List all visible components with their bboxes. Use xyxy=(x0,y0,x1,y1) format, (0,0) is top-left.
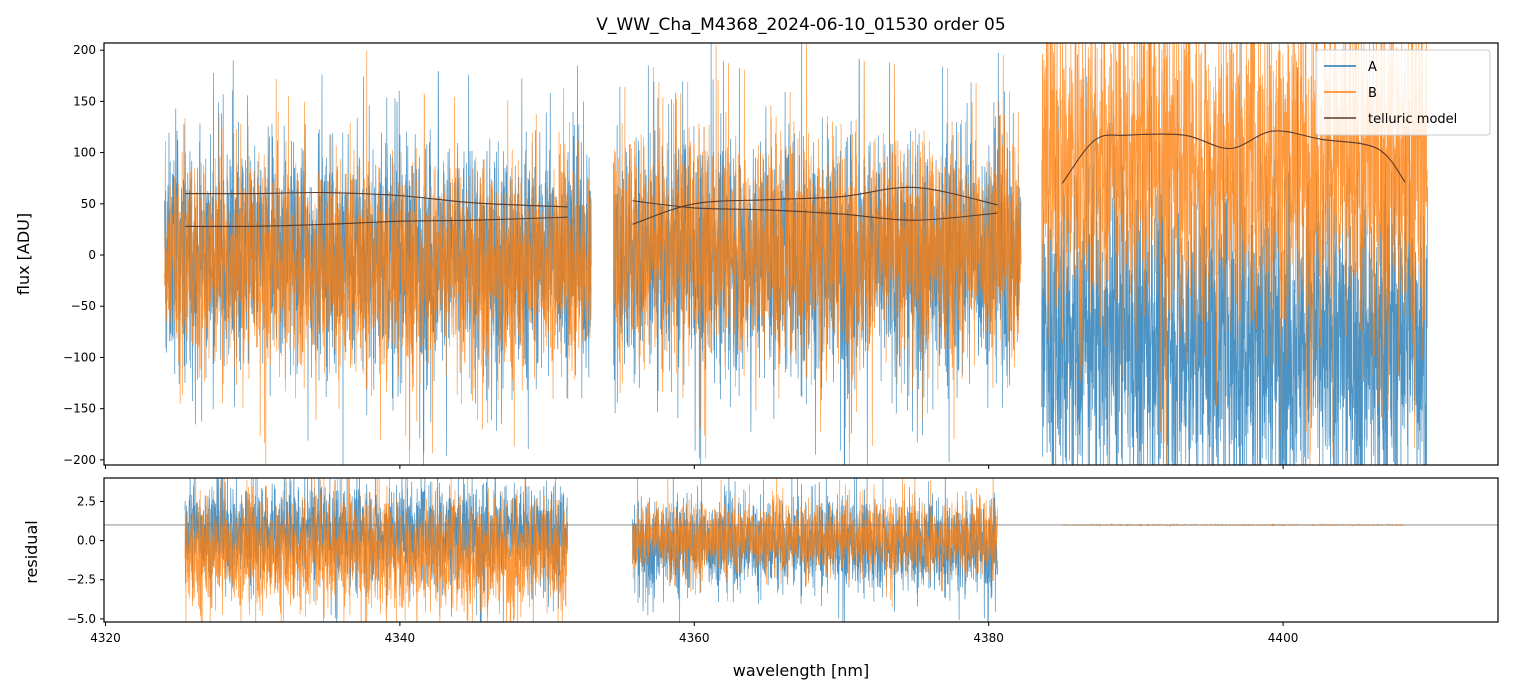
series-a-segment-3 xyxy=(1041,43,1428,465)
residual-ytick-label: −2.5 xyxy=(67,573,96,587)
flux-ytick-label: 100 xyxy=(73,146,96,160)
telluric-model-curve-4 xyxy=(632,186,998,225)
residual-b-segment-1 xyxy=(184,478,569,622)
wavelength-xtick-label: 4360 xyxy=(679,631,710,645)
flux-ytick-label: 200 xyxy=(73,43,96,57)
residual-axis-label: residual xyxy=(22,520,41,583)
flux-ytick-label: 150 xyxy=(73,94,96,108)
telluric-model-curve-2 xyxy=(184,216,568,228)
residual-ytick-label: 2.5 xyxy=(77,494,96,508)
wavelength-xtick-label: 4380 xyxy=(973,631,1004,645)
telluric-model-curve-5 xyxy=(1061,130,1406,184)
flux-ytick-label: −50 xyxy=(71,299,96,313)
legend: A B telluric model xyxy=(1315,49,1491,136)
series-b-segment-2 xyxy=(612,43,1022,465)
chart-title: V_WW_Cha_M4368_2024-06-10_01530 order 05 xyxy=(596,15,1005,35)
wavelength-axis-label: wavelength [nm] xyxy=(733,661,870,680)
flux-axis-label: flux [ADU] xyxy=(14,213,33,295)
flux-ytick-label: −150 xyxy=(63,402,96,416)
flux-ytick-label: −200 xyxy=(63,453,96,467)
telluric-model-curve-3 xyxy=(632,200,998,221)
flux-panel-frame xyxy=(103,42,1499,466)
legend-label-a: A xyxy=(1368,60,1377,75)
telluric-model-curve-1 xyxy=(184,191,568,208)
legend-box xyxy=(1315,49,1491,136)
wavelength-xtick-label: 4340 xyxy=(385,631,416,645)
flux-ytick-label: 50 xyxy=(81,197,96,211)
wavelength-xtick-label: 4320 xyxy=(90,631,121,645)
wavelength-xtick-label: 4400 xyxy=(1268,631,1299,645)
flux-ytick-label: 0 xyxy=(88,248,96,262)
series-b-segment-1 xyxy=(164,50,592,465)
residual-panel: 2.5 0.0 −2.5 −5.0 4320 4340 4360 4380 4400 resi… xyxy=(22,477,1499,680)
residual-ytick-label: 0.0 xyxy=(77,534,96,548)
residual-b-segment-2 xyxy=(632,478,998,608)
flux-ytick-label: −100 xyxy=(63,350,96,364)
flux-panel: 200 150 100 50 0 −50 −100 −150 −200 flux [ADU] xyxy=(14,42,1499,469)
legend-label-b: B xyxy=(1368,86,1377,101)
legend-label-telluric: telluric model xyxy=(1368,112,1457,127)
residual-ytick-label: −5.0 xyxy=(67,612,96,626)
residual-panel-frame xyxy=(103,477,1499,623)
